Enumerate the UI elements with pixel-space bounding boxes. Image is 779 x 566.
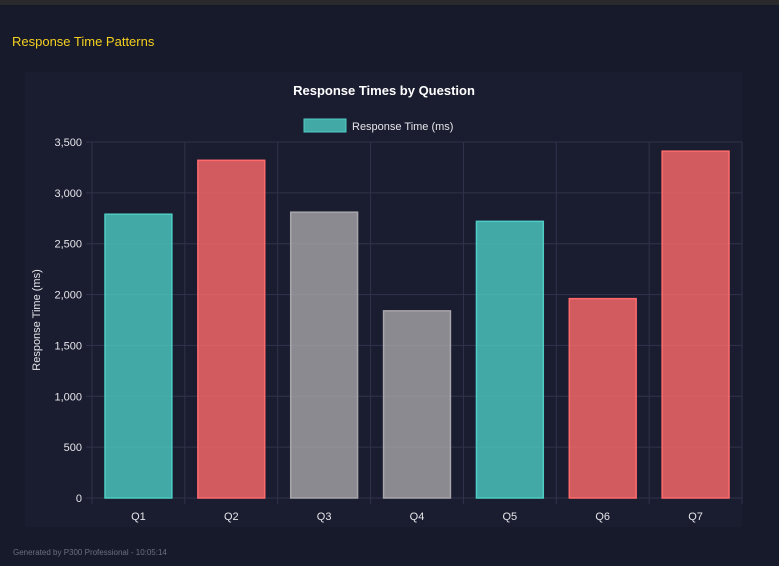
section-title: Response Time Patterns: [12, 34, 155, 49]
bar-q7[interactable]: [661, 150, 730, 499]
x-tick-label: Q4: [410, 511, 425, 523]
y-tick-label: 0: [76, 493, 82, 505]
bar-q5[interactable]: [475, 220, 545, 499]
y-axis-label: Response Time (ms): [31, 269, 43, 370]
chart-title: Response Times by Question: [293, 83, 475, 98]
footer-text: Generated by P300 Professional - 10:05:1…: [13, 548, 167, 557]
bar-q3[interactable]: [289, 211, 359, 499]
bar-q1[interactable]: [104, 213, 173, 499]
x-tick-label: Q7: [688, 511, 703, 523]
window-top-bar: [0, 0, 779, 5]
x-tick-label: Q2: [224, 511, 239, 523]
y-tick-label: 2,500: [54, 239, 82, 251]
y-tick-label: 3,500: [54, 137, 82, 149]
bar-q2[interactable]: [197, 159, 266, 499]
y-tick-label: 500: [64, 442, 82, 454]
legend-swatch[interactable]: [303, 118, 347, 133]
x-tick-label: Q3: [317, 511, 332, 523]
y-tick-label: 2,000: [54, 290, 82, 302]
y-tick-label: 1,500: [54, 340, 82, 352]
bar-q6[interactable]: [568, 297, 637, 499]
y-tick-label: 1,000: [54, 391, 82, 403]
legend-label[interactable]: Response Time (ms): [352, 121, 453, 133]
y-tick-label: 3,000: [54, 188, 82, 200]
x-tick-label: Q6: [595, 511, 610, 523]
bar-q4[interactable]: [382, 310, 452, 499]
x-tick-label: Q5: [503, 511, 518, 523]
x-tick-label: Q1: [131, 511, 146, 523]
